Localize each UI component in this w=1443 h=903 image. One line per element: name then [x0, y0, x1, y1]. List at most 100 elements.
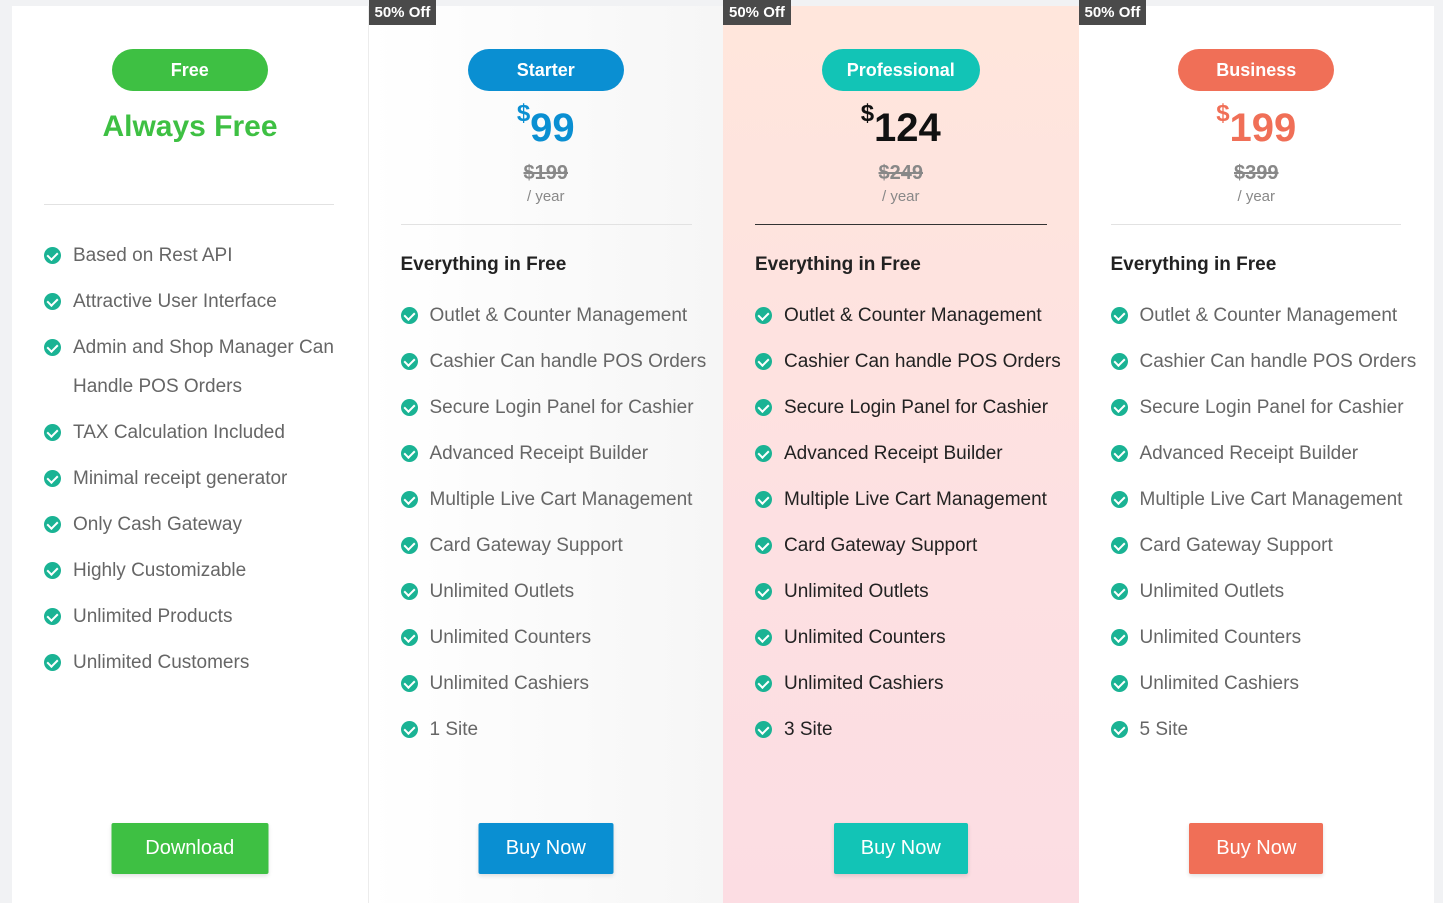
feature-label: Advanced Receipt Builder [784, 443, 1003, 464]
check-icon [755, 675, 772, 692]
check-icon [1110, 629, 1128, 646]
check-icon [1110, 307, 1128, 324]
buy-now-button-professional[interactable]: Buy Now [833, 823, 968, 874]
divider [1110, 224, 1401, 225]
feature-label: Cashier Can handle POS Orders [1139, 351, 1417, 372]
feature-label: Unlimited Counters [429, 627, 592, 648]
divider [400, 224, 692, 225]
feature-item: Multiple Live Cart Management [755, 480, 1061, 519]
billing-period: / year [1237, 188, 1275, 205]
feature-item: Outlet & Counter Management [400, 296, 707, 335]
feature-label: Advanced Receipt Builder [429, 443, 649, 464]
feature-item: Advanced Receipt Builder [400, 434, 707, 473]
check-icon [755, 629, 772, 646]
feature-item: Based on Rest API [44, 236, 344, 275]
download-button[interactable]: Download [111, 823, 269, 874]
billing-period: / year [881, 188, 920, 205]
feature-label: Card Gateway Support [1139, 535, 1333, 556]
feature-label: Secure Login Panel for Cashier [1139, 397, 1404, 418]
feature-label: 5 Site [1139, 719, 1189, 740]
feature-item: 5 Site [1110, 710, 1417, 749]
feature-item: Unlimited Cashiers [400, 664, 707, 703]
check-icon [1110, 353, 1128, 370]
feature-item: Advanced Receipt Builder [1110, 434, 1417, 473]
feature-label: Cashier Can handle POS Orders [784, 351, 1061, 372]
buy-now-button-starter[interactable]: Buy Now [478, 823, 614, 874]
feature-label: Multiple Live Cart Management [429, 489, 693, 510]
check-icon [44, 339, 61, 356]
feature-label: Multiple Live Cart Management [784, 489, 1047, 510]
discount-badge: 50% Off [1078, 0, 1147, 25]
check-icon [1110, 675, 1128, 692]
price: $124 [723, 100, 1079, 151]
divider [755, 224, 1047, 225]
feature-list: Outlet & Counter Management Cashier Can h… [400, 296, 707, 756]
plan-business-pill: Business [1178, 49, 1335, 91]
check-icon [755, 721, 772, 738]
check-icon [1110, 491, 1128, 508]
check-icon [1110, 445, 1128, 462]
feature-item: Card Gateway Support [400, 526, 707, 565]
feature-label: Minimal receipt generator [73, 468, 288, 489]
feature-label: TAX Calculation Included [73, 422, 285, 443]
check-icon [400, 399, 418, 416]
feature-label: Attractive User Interface [73, 291, 277, 312]
feature-item: Card Gateway Support [1110, 526, 1417, 565]
currency-symbol: $ [516, 100, 531, 127]
feature-item: Unlimited Cashiers [755, 664, 1061, 703]
feature-item: Highly Customizable [44, 551, 344, 590]
plan-starter-pill: Starter [467, 49, 624, 91]
feature-item: Multiple Live Cart Management [400, 480, 707, 519]
check-icon [44, 247, 61, 264]
feature-list: Outlet & Counter Management Cashier Can h… [755, 296, 1061, 756]
check-icon [755, 583, 772, 600]
feature-item: Outlet & Counter Management [1110, 296, 1417, 335]
check-icon [400, 445, 418, 462]
feature-label: Only Cash Gateway [73, 514, 242, 535]
feature-label: Unlimited Counters [784, 627, 946, 648]
feature-item: Unlimited Counters [400, 618, 707, 657]
feature-label: Unlimited Cashiers [429, 673, 589, 694]
feature-item: Unlimited Cashiers [1110, 664, 1417, 703]
price: $199 [1079, 100, 1435, 151]
feature-label: Unlimited Outlets [784, 581, 929, 602]
plan-free: Free Always Free Based on Rest API Attrac… [12, 6, 368, 903]
check-icon [44, 608, 61, 625]
check-icon [755, 307, 772, 324]
feature-label: Based on Rest API [73, 245, 233, 266]
feature-label: Unlimited Cashiers [784, 673, 944, 694]
features-heading: Everything in Free [400, 254, 567, 275]
check-icon [44, 293, 61, 310]
feature-label: Unlimited Products [73, 606, 233, 627]
feature-item: Cashier Can handle POS Orders [755, 342, 1061, 381]
check-icon [755, 353, 772, 370]
check-icon [1110, 537, 1128, 554]
plan-starter: 50% Off Starter $99 $199 / year Everythi… [367, 0, 723, 903]
feature-item: Card Gateway Support [755, 526, 1061, 565]
divider [44, 204, 334, 205]
discount-badge: 50% Off [368, 0, 437, 25]
feature-item: Unlimited Products [44, 597, 344, 636]
pricing-table: Free Always Free Based on Rest API Attrac… [12, 0, 1435, 903]
old-price: $399 [1234, 162, 1279, 184]
feature-label: Advanced Receipt Builder [1139, 443, 1359, 464]
feature-label: Admin and Shop Manager Can Handle POS Or… [73, 337, 334, 397]
feature-item: Admin and Shop Manager Can Handle POS Or… [44, 328, 344, 406]
feature-item: Unlimited Outlets [755, 572, 1061, 611]
feature-item: Secure Login Panel for Cashier [1110, 388, 1417, 427]
check-icon [1110, 399, 1128, 416]
feature-label: 3 Site [784, 719, 833, 740]
feature-label: Outlet & Counter Management [1139, 305, 1398, 326]
check-icon [755, 399, 772, 416]
feature-item: Attractive User Interface [44, 282, 344, 321]
check-icon [400, 353, 418, 370]
price-value: 124 [874, 106, 941, 150]
feature-item: 3 Site [755, 710, 1061, 749]
check-icon [400, 537, 418, 554]
feature-label: Unlimited Cashiers [1139, 673, 1299, 694]
features-heading: Everything in Free [1110, 254, 1277, 275]
feature-label: Unlimited Outlets [429, 581, 575, 602]
buy-now-button-business[interactable]: Buy Now [1189, 823, 1324, 874]
feature-label: Outlet & Counter Management [784, 305, 1042, 326]
plan-free-tagline: Always Free [102, 110, 278, 143]
